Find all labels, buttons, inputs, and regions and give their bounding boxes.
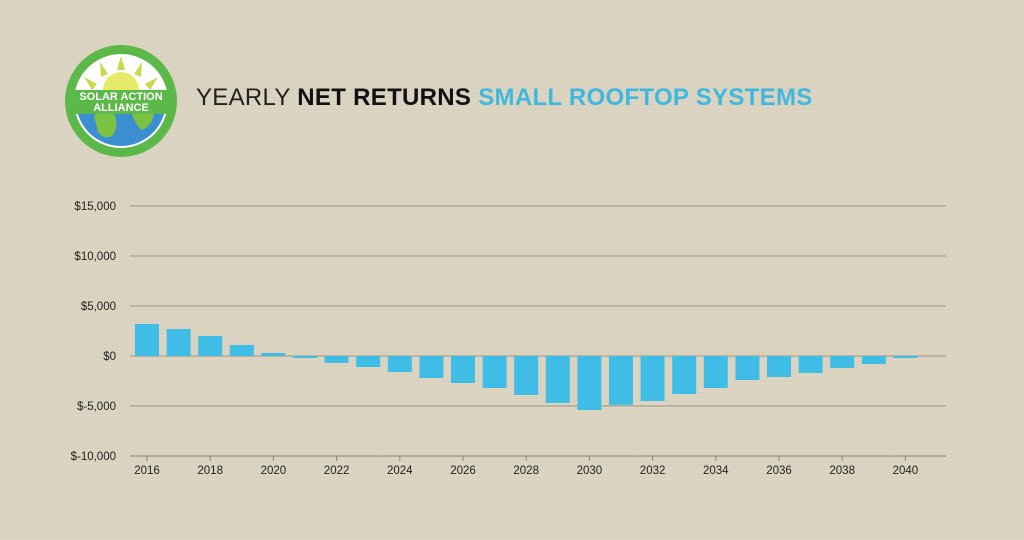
bar-2028 [514, 356, 539, 395]
title-part-net-returns: NET RETURNS [297, 84, 472, 111]
bar-2031 [609, 356, 633, 405]
y-tick-label: $10,000 [74, 251, 116, 263]
y-tick-label: $0 [103, 351, 116, 363]
bar-2021 [293, 356, 317, 358]
x-tick-label: 2024 [387, 465, 413, 477]
bar-2017 [166, 329, 191, 356]
y-tick-label: $5,000 [81, 301, 116, 313]
bar-2035 [735, 356, 760, 380]
x-tick-label: 2020 [261, 465, 287, 477]
chart-title: YEARLY NET RETURNS SMALL ROOFTOP SYSTEMS [196, 84, 813, 112]
logo-text-line2: ALLIANCE [93, 102, 149, 114]
solar-action-alliance-logo: SOLAR ACTION ALLIANCE [65, 45, 177, 157]
bar-2039 [861, 356, 886, 364]
bar-2016 [135, 324, 159, 356]
y-tick-label: $15,000 [74, 201, 116, 213]
title-part-system-type: SMALL ROOFTOP SYSTEMS [478, 84, 813, 111]
bar-2030 [577, 356, 602, 410]
y-axis-ticks: $-10,000 $-5,000 $0 $5,000 $10,000 $15,000 [71, 201, 116, 463]
x-tick-label: 2022 [324, 465, 350, 477]
bar-2027 [482, 356, 507, 388]
bar-2029 [545, 356, 570, 403]
bar-2036 [767, 356, 791, 377]
bar-2037 [798, 356, 823, 373]
x-tick-label: 2018 [197, 465, 223, 477]
bar-2034 [703, 356, 728, 388]
bar-2032 [640, 356, 665, 401]
x-tick-label: 2016 [134, 465, 160, 477]
bar-2023 [356, 356, 381, 367]
x-tick-label: 2026 [450, 465, 476, 477]
x-axis-ticks: 2016 2018 2020 2022 2024 2026 2028 2030 2032 2034… [134, 456, 918, 477]
x-tick-label: 2028 [513, 465, 539, 477]
y-tick-label: $-5,000 [77, 401, 116, 413]
title-part-yearly: YEARLY [196, 84, 291, 111]
bar-2020 [261, 353, 286, 356]
x-tick-label: 2030 [577, 465, 603, 477]
bar-2033 [672, 356, 697, 394]
logo-text-line1: SOLAR ACTION [79, 91, 162, 103]
bar-2040 [893, 356, 918, 358]
logo-banner [70, 90, 172, 114]
x-tick-label: 2040 [893, 465, 919, 477]
bar-2038 [830, 356, 855, 368]
y-tick-label: $-10,000 [71, 451, 116, 463]
bars [135, 324, 918, 410]
bar-2024 [387, 356, 412, 372]
x-tick-label: 2036 [766, 465, 792, 477]
x-tick-label: 2038 [829, 465, 855, 477]
bar-2022 [324, 356, 349, 363]
x-tick-label: 2034 [703, 465, 729, 477]
bar-2026 [451, 356, 475, 383]
x-tick-label: 2032 [640, 465, 666, 477]
bar-2018 [198, 336, 223, 356]
gridlines [130, 205, 946, 457]
bar-2019 [229, 345, 254, 356]
bar-2025 [419, 356, 444, 378]
